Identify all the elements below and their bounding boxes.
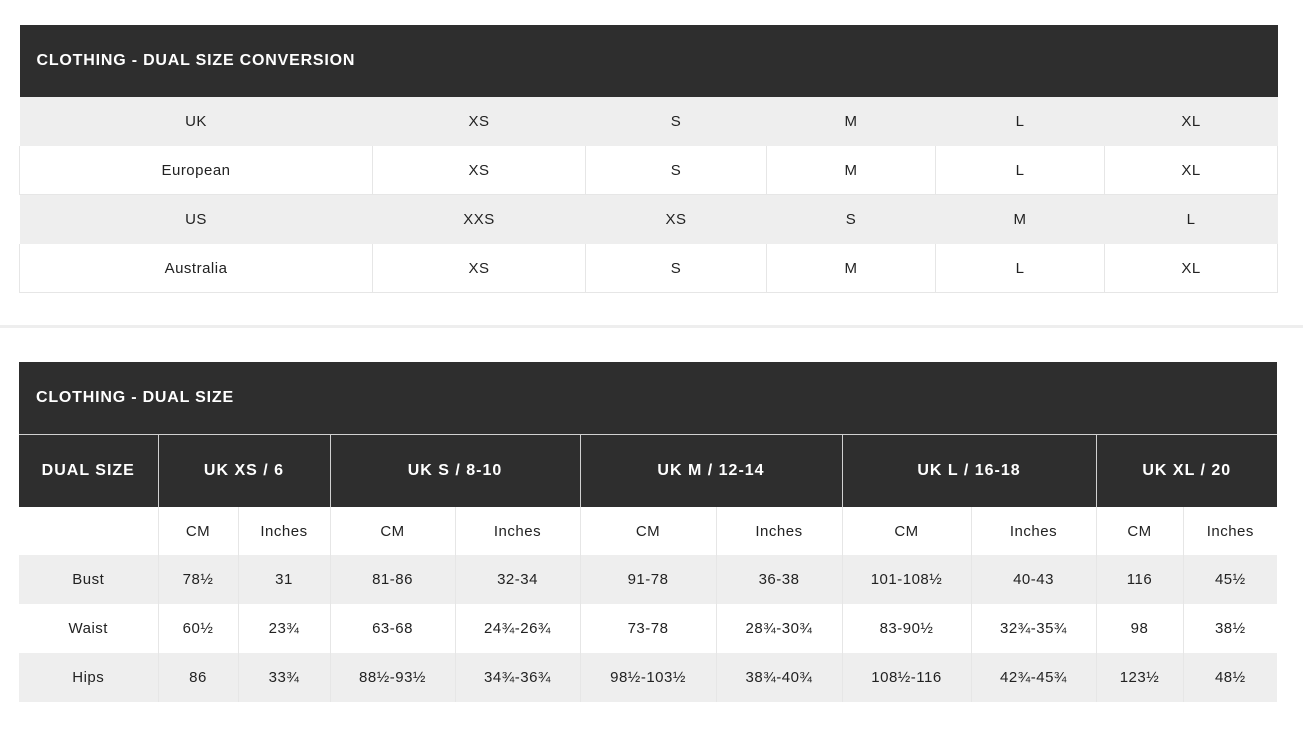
size-header-row: DUAL SIZE UK XS / 6 UK S / 8-10 UK M / 1… xyxy=(19,434,1278,507)
row-label-australia: Australia xyxy=(19,244,373,293)
table-row: Waist 60½ 23¾ 63-68 24¾-26¾ 73-78 28¾-30… xyxy=(19,604,1278,653)
table-cell: 34¾-36¾ xyxy=(454,653,580,702)
table-cell: 24¾-26¾ xyxy=(454,604,580,653)
table-cell: L xyxy=(935,146,1105,195)
table-cell: 32-34 xyxy=(454,555,580,604)
table-cell: 78½ xyxy=(157,555,238,604)
table-cell: 73-78 xyxy=(579,604,716,653)
size-header-xs: UK XS / 6 xyxy=(157,434,330,507)
table-row: UK XS S M L XL xyxy=(19,97,1278,146)
table-cell: XS xyxy=(372,244,586,293)
row-label-european: European xyxy=(19,146,373,195)
table-cell: L xyxy=(1104,194,1278,244)
table-cell: 38½ xyxy=(1182,604,1278,653)
table-cell: S xyxy=(585,146,767,195)
table-cell: M xyxy=(935,194,1105,244)
table-cell: XL xyxy=(1103,244,1279,293)
row-label-us: US xyxy=(19,194,373,244)
size-header-l: UK L / 16-18 xyxy=(841,434,1096,507)
table-cell: 45½ xyxy=(1182,555,1278,604)
table-cell: XS xyxy=(585,194,767,244)
size-header-s: UK S / 8-10 xyxy=(329,434,580,507)
empty-cell xyxy=(19,507,158,555)
table-cell: 101-108½ xyxy=(841,555,971,604)
table-cell: 88½-93½ xyxy=(329,653,455,702)
table-cell: 42¾-45¾ xyxy=(970,653,1096,702)
table-cell: 28¾-30¾ xyxy=(715,604,842,653)
unit-cell: CM xyxy=(1095,507,1183,555)
table-row: Bust 78½ 31 81-86 32-34 91-78 36-38 101-… xyxy=(19,555,1278,604)
table-row: Australia XS S M L XL xyxy=(19,244,1279,293)
table-row: US XXS XS S M L xyxy=(19,194,1278,244)
unit-cell: Inches xyxy=(237,507,330,555)
unit-cell: Inches xyxy=(970,507,1096,555)
row-label-hips: Hips xyxy=(19,653,158,702)
table-cell: 40-43 xyxy=(970,555,1096,604)
unit-cell: CM xyxy=(329,507,455,555)
unit-cell: CM xyxy=(579,507,716,555)
unit-cell: Inches xyxy=(1182,507,1278,555)
table-cell: 91-78 xyxy=(579,555,716,604)
table-cell: S xyxy=(585,244,767,293)
table-cell: 116 xyxy=(1095,555,1183,604)
table-cell: 98½-103½ xyxy=(579,653,716,702)
table-cell: 48½ xyxy=(1182,653,1278,702)
table-cell: XS xyxy=(372,146,586,195)
table-cell: M xyxy=(766,97,936,146)
table-cell: 108½-116 xyxy=(841,653,971,702)
table-cell: XL xyxy=(1104,97,1278,146)
section-divider xyxy=(0,325,1303,328)
unit-cell: CM xyxy=(157,507,238,555)
table-cell: 98 xyxy=(1095,604,1183,653)
dual-size-table: CLOTHING - DUAL SIZE DUAL SIZE UK XS / 6… xyxy=(19,362,1278,702)
table-cell: XXS xyxy=(372,194,586,244)
table-cell: S xyxy=(585,97,767,146)
table-cell: 81-86 xyxy=(329,555,455,604)
row-label-bust: Bust xyxy=(19,555,158,604)
table-cell: XL xyxy=(1103,146,1279,195)
table-cell: 60½ xyxy=(157,604,238,653)
table-cell: L xyxy=(935,97,1105,146)
table-row: European XS S M L XL xyxy=(19,146,1279,195)
table-cell: L xyxy=(935,244,1105,293)
table-cell: 83-90½ xyxy=(841,604,971,653)
size-conversion-table: CLOTHING - DUAL SIZE CONVERSION UK XS S … xyxy=(19,25,1279,293)
row-label-waist: Waist xyxy=(19,604,158,653)
dual-size-header: DUAL SIZE xyxy=(19,434,158,507)
row-label-uk: UK xyxy=(19,97,373,146)
table-cell: 33¾ xyxy=(237,653,330,702)
table-cell: 23¾ xyxy=(237,604,330,653)
table-cell: 38¾-40¾ xyxy=(715,653,842,702)
unit-cell: Inches xyxy=(454,507,580,555)
conversion-table-title: CLOTHING - DUAL SIZE CONVERSION xyxy=(19,25,1278,97)
size-header-xl: UK XL / 20 xyxy=(1095,434,1278,507)
table-cell: 86 xyxy=(157,653,238,702)
size-header-m: UK M / 12-14 xyxy=(579,434,842,507)
table-cell: S xyxy=(766,194,936,244)
table-cell: 123½ xyxy=(1095,653,1183,702)
unit-cell: Inches xyxy=(715,507,842,555)
dual-table-title: CLOTHING - DUAL SIZE xyxy=(19,362,1278,435)
unit-cell: CM xyxy=(841,507,971,555)
table-cell: M xyxy=(766,146,936,195)
table-cell: 31 xyxy=(237,555,330,604)
table-cell: XS xyxy=(372,97,586,146)
table-row: Hips 86 33¾ 88½-93½ 34¾-36¾ 98½-103½ 38¾… xyxy=(19,653,1278,702)
table-cell: M xyxy=(766,244,936,293)
table-cell: 32¾-35¾ xyxy=(970,604,1096,653)
table-cell: 36-38 xyxy=(715,555,842,604)
unit-row: CM Inches CM Inches CM Inches CM Inches … xyxy=(19,507,1278,555)
table-cell: 63-68 xyxy=(329,604,455,653)
